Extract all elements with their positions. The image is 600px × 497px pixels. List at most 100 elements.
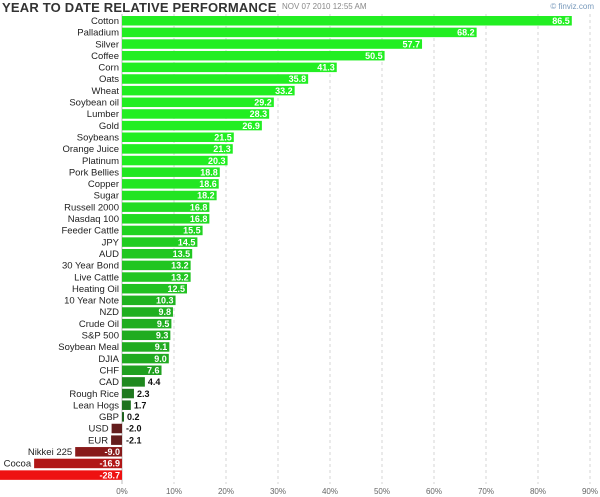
x-tick-label: 60% xyxy=(426,487,442,496)
bar-jpy xyxy=(122,237,198,247)
bar-coffee xyxy=(122,50,385,61)
category-label: Gold xyxy=(99,121,119,132)
category-label: Lean Hogs xyxy=(73,400,119,411)
value-label: 18.8 xyxy=(200,167,218,177)
bar-gold xyxy=(122,120,262,131)
x-tick-label: 40% xyxy=(322,487,338,496)
category-label: Cotton xyxy=(91,16,119,27)
value-label: 20.3 xyxy=(208,156,226,166)
value-label: 9.3 xyxy=(156,331,169,341)
x-axis-ticks: 0% 10% 20% 30% 40% 50% 60% 70% 80% 90% xyxy=(116,487,598,496)
bar-gbp xyxy=(122,412,124,422)
value-label: 14.5 xyxy=(178,237,196,247)
value-label: 35.8 xyxy=(289,74,307,84)
x-tick-label: 70% xyxy=(478,487,494,496)
value-label: 7.6 xyxy=(147,365,160,375)
bar-10-year-note xyxy=(122,295,176,306)
category-label: NZD xyxy=(99,307,119,318)
category-label: EUR xyxy=(88,435,108,446)
value-label: 28.3 xyxy=(250,109,268,119)
category-label: 10 Year Note xyxy=(64,296,119,307)
bar-nasdaq-100 xyxy=(122,214,210,224)
x-tick-label: 90% xyxy=(582,487,598,496)
category-label: S&P 500 xyxy=(82,331,119,342)
value-label: -16.9 xyxy=(99,459,120,469)
value-label: 68.2 xyxy=(457,28,475,38)
value-label: 21.3 xyxy=(213,144,231,154)
category-label: Sugar xyxy=(94,191,119,202)
value-label: 15.5 xyxy=(183,226,201,236)
category-label: Rough Rice xyxy=(69,389,119,400)
value-label: 13.2 xyxy=(171,272,189,282)
value-label: -2.0 xyxy=(126,424,142,434)
category-label: CHF xyxy=(99,365,119,376)
category-label: Corn xyxy=(98,63,119,74)
bar-eur xyxy=(111,435,122,445)
category-label: Crude Oil xyxy=(79,319,119,330)
category-label: JPY xyxy=(102,237,120,248)
bar-nzd xyxy=(122,307,173,317)
x-tick-label: 0% xyxy=(116,487,128,496)
category-label: Copper xyxy=(88,179,119,190)
category-label: Feeder Cattle xyxy=(61,226,119,237)
bar-30-year-bond xyxy=(122,260,191,271)
category-label: Nasdaq 100 xyxy=(68,214,119,225)
bar-crude-oil xyxy=(122,318,172,329)
value-label: 50.5 xyxy=(365,51,383,61)
category-label: CAD xyxy=(99,377,119,388)
value-label: 10.3 xyxy=(156,296,174,306)
x-tick-label: 20% xyxy=(218,487,234,496)
category-label: Live Cattle xyxy=(74,272,119,283)
category-label: Lumber xyxy=(87,109,119,120)
x-tick-label: 10% xyxy=(166,487,182,496)
value-label: 21.5 xyxy=(214,132,232,142)
bar-aud xyxy=(122,249,193,259)
x-tick-label: 30% xyxy=(270,487,286,496)
bar-soybean-oil xyxy=(122,97,274,108)
timestamp: NOV 07 2010 12:55 AM xyxy=(282,2,367,11)
value-label: 9.1 xyxy=(155,342,168,352)
value-label: 16.8 xyxy=(190,214,208,224)
value-label: 18.2 xyxy=(197,191,215,201)
category-label: 30 Year Bond xyxy=(62,261,119,272)
bar-soybean-meal xyxy=(122,342,170,352)
value-label: 86.5 xyxy=(552,16,570,26)
category-label: Heating Oil xyxy=(72,284,119,295)
bar-cad xyxy=(122,377,145,387)
value-label: 9.0 xyxy=(154,354,167,364)
value-label: 0.2 xyxy=(127,412,140,422)
category-label: Oats xyxy=(99,74,119,85)
bar-chf xyxy=(122,365,162,375)
x-tick-label: 50% xyxy=(374,487,390,496)
bar-usd xyxy=(111,423,122,434)
bar-palladium xyxy=(122,27,477,38)
value-label: 57.7 xyxy=(403,39,421,49)
bar-s-p-500 xyxy=(122,330,171,341)
category-label: Cocoa xyxy=(4,459,32,470)
bar-natural-gas xyxy=(0,470,123,480)
value-label: 2.3 xyxy=(137,389,150,399)
bar-lumber xyxy=(122,109,270,119)
bar-live-cattle xyxy=(122,272,191,282)
category-label: Soybean oil xyxy=(69,98,119,109)
value-label: 1.7 xyxy=(134,400,147,410)
bar-platinum xyxy=(122,155,228,166)
x-tick-label: 80% xyxy=(530,487,546,496)
category-label: Palladium xyxy=(77,28,119,39)
source-credit: © finviz.com xyxy=(550,2,594,11)
value-label: 26.9 xyxy=(242,121,260,131)
value-label: 4.4 xyxy=(148,377,161,387)
value-label: 9.5 xyxy=(157,319,170,329)
value-label: -2.1 xyxy=(126,435,142,445)
category-label: Nikkei 225 xyxy=(28,447,72,458)
category-label: Soybean Meal xyxy=(58,342,119,353)
bar-corn xyxy=(122,62,337,73)
bar-silver xyxy=(122,39,423,49)
category-label: Pork Bellies xyxy=(69,167,119,178)
value-label: 41.3 xyxy=(317,63,335,73)
value-label: 9.8 xyxy=(158,307,171,317)
category-label: DJIA xyxy=(98,354,119,365)
bar-russell-2000 xyxy=(122,202,210,212)
bar-sugar xyxy=(122,190,217,201)
